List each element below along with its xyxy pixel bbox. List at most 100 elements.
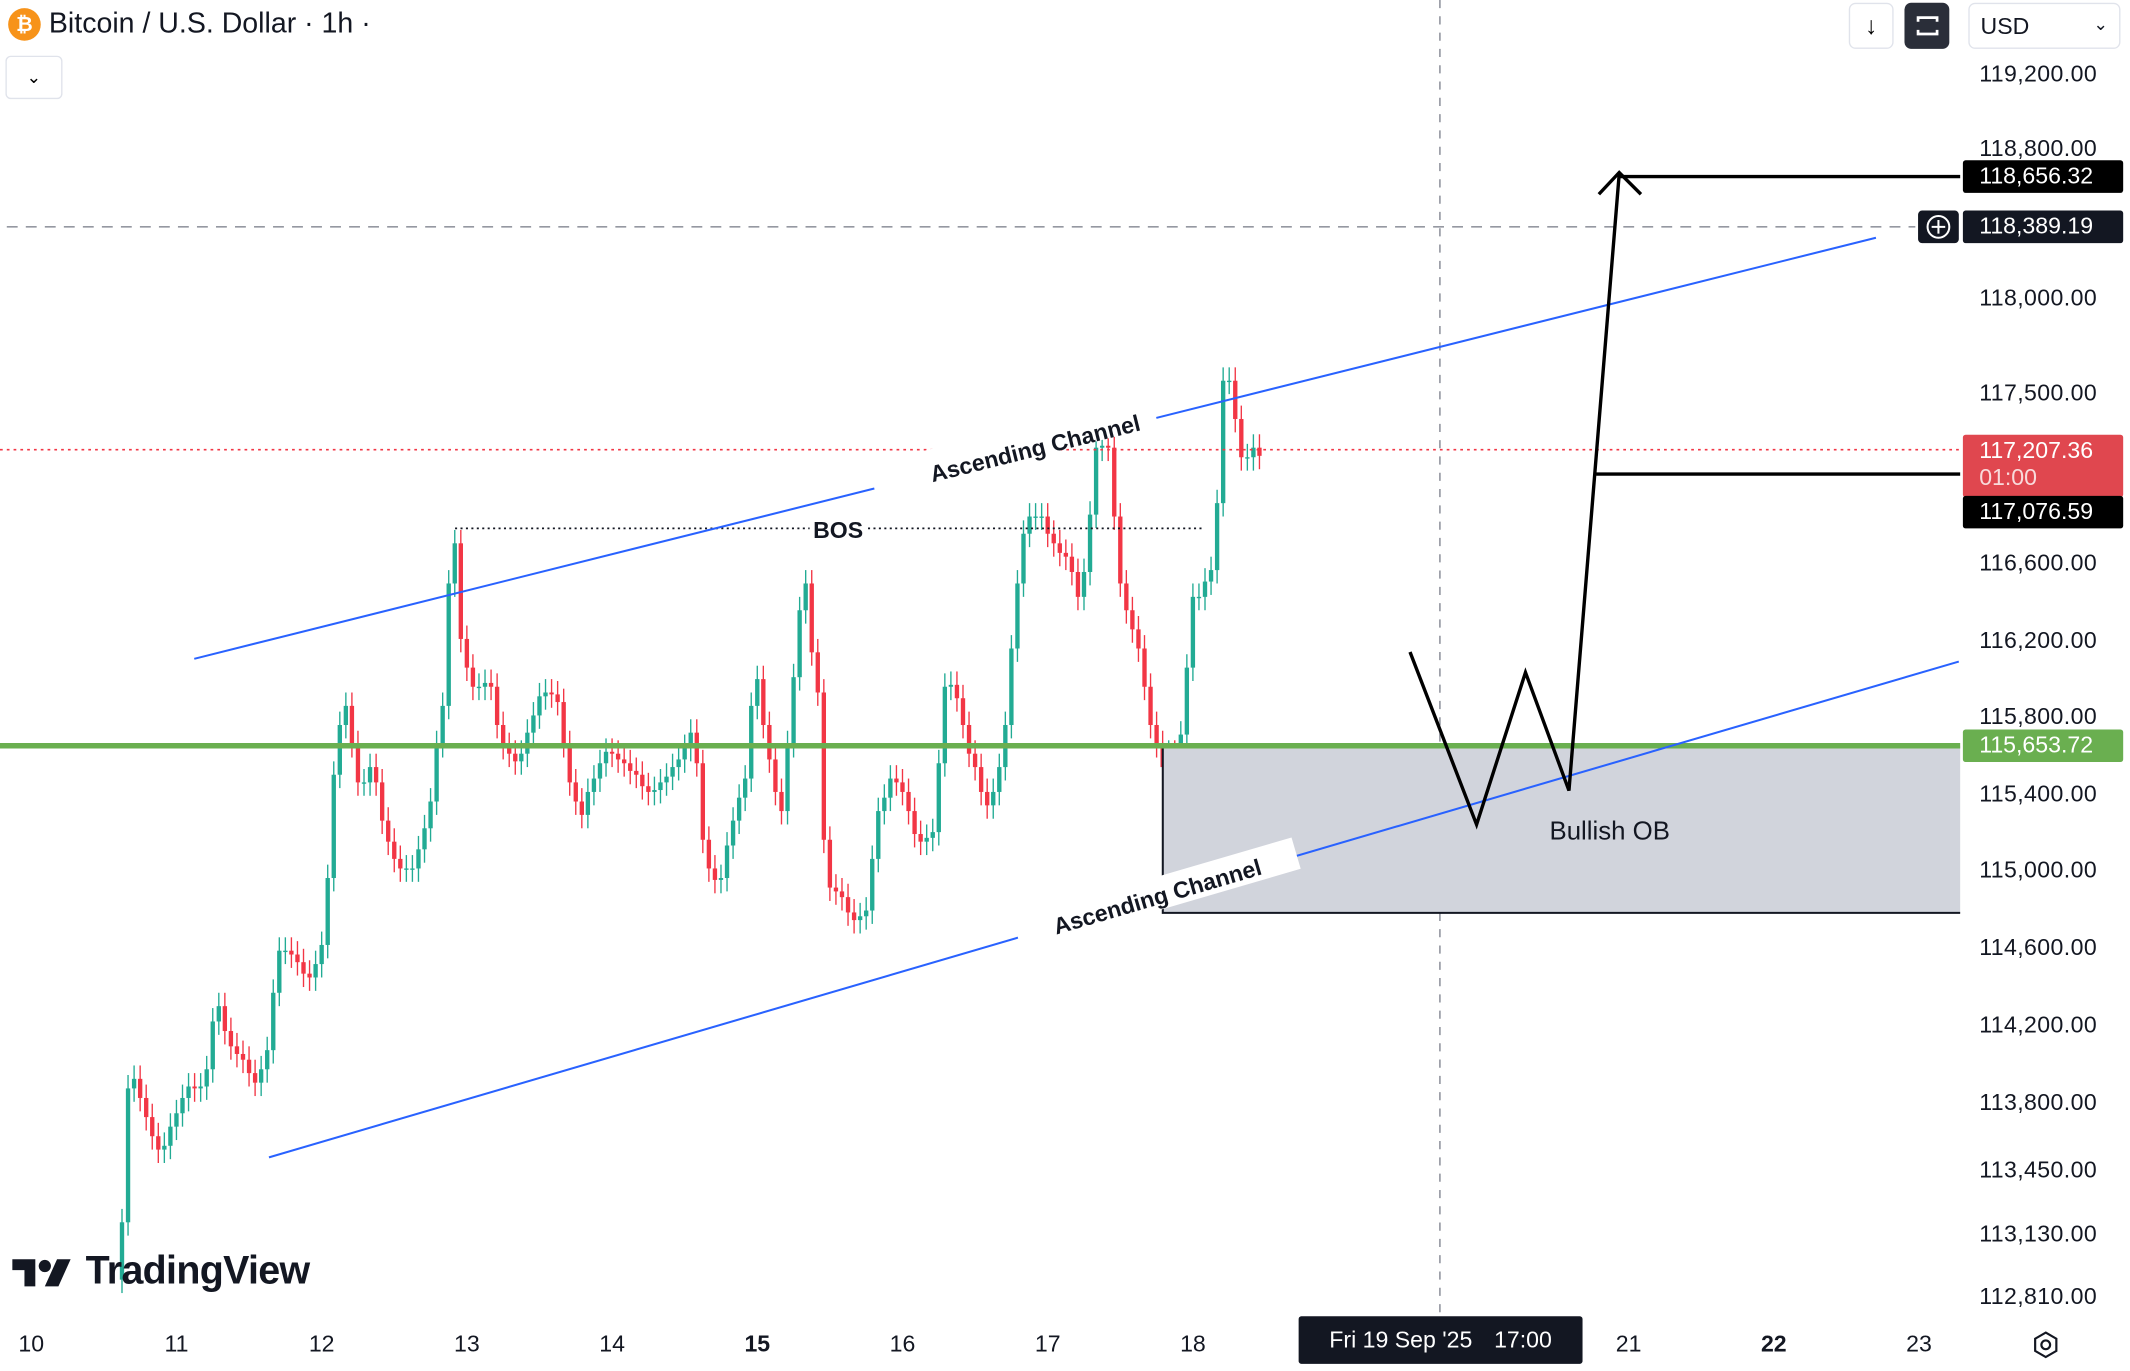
projection-path [1408,173,1621,830]
candle-body [410,868,415,870]
fullscreen-button[interactable] [1904,2,1950,49]
candle [821,679,827,854]
candle [125,1075,131,1236]
candle [452,529,457,597]
candle-body [119,1222,125,1280]
candle-body [821,692,827,840]
crosshair-time-label: Fri 19 Sep '25 17:00 [1298,1316,1583,1364]
candle-body [513,753,518,762]
symbol-header[interactable]: ₿ Bitcoin / U.S. Dollar · 1h · [8,8,371,41]
candle [119,1208,125,1294]
time-tick: 11 [164,1331,189,1358]
scroll-to-latest-button[interactable]: ↓ [1848,2,1894,49]
price-tick: 115,400.00 [1979,781,2098,807]
candle-body [561,702,566,745]
candle [379,768,385,835]
candle-body [1148,686,1153,726]
candle [1190,583,1196,682]
collapse-button[interactable]: ⌄ [5,55,63,100]
candle [186,1073,191,1112]
candle [773,746,778,806]
candle-body [1220,380,1226,504]
candle [162,1132,167,1163]
candle-body [603,751,609,764]
candle-body [585,791,591,815]
plus-circle-icon [1926,214,1951,239]
candle-body [452,543,457,584]
candle-body [1190,596,1196,668]
chevron-down-icon: ⌄ [2093,13,2109,34]
candle-body [609,751,615,754]
candle [670,753,675,791]
candle-body [198,1086,203,1089]
settings-button[interactable] [2029,1329,2062,1368]
candle-body [857,916,863,921]
candle-body [785,744,790,812]
candle-body [1184,667,1190,735]
candle [888,765,893,812]
candle-body [730,820,736,846]
candle [543,679,548,710]
candle-body [156,1136,161,1150]
candle [174,1099,179,1141]
candle [700,749,706,854]
candle [500,711,506,760]
candle-body [712,868,718,880]
candle [1142,635,1147,701]
candle-body [743,778,748,798]
candle-body [773,759,778,792]
candle [168,1113,173,1160]
currency-value: USD [1980,13,2030,40]
candle [1124,570,1129,624]
candle [978,753,984,806]
candle [730,807,736,859]
candle [277,937,282,1007]
candle-body [180,1097,185,1114]
candle-body [664,776,669,783]
candle-body [682,747,687,760]
candle [252,1059,258,1097]
candle-body [1027,516,1032,534]
arrow-down-icon: ↓ [1865,11,1878,39]
candle-body [845,897,851,913]
candle-body [373,767,379,783]
candle-body [658,782,663,791]
candle [240,1040,246,1074]
candle [301,948,306,988]
candle-body [337,725,342,775]
candle-body [531,715,536,733]
candle [664,763,669,796]
candle [265,1036,270,1083]
tradingview-logo[interactable]: TradingView [12,1250,310,1295]
candle [985,778,990,819]
price-tick: 113,800.00 [1979,1089,2098,1116]
candle-body [307,973,312,978]
candle-body [446,583,451,706]
candle-body [349,705,355,745]
candle [1184,654,1190,748]
candle-body [646,786,651,792]
bitcoin-icon: ₿ [8,8,41,41]
candle-body [924,837,929,842]
candle [960,684,966,739]
candle [1136,615,1141,662]
candle-body [851,912,857,921]
candle [373,753,379,796]
candle-body [652,790,657,792]
candle [924,824,929,856]
currency-select[interactable]: USD ⌄ [1968,2,2121,49]
candle-body [936,763,941,833]
candle [156,1122,161,1163]
candle-body [700,763,706,840]
candle [1075,558,1081,611]
add-alert-button[interactable] [1918,210,1959,244]
candle [537,682,542,729]
candle [422,814,427,863]
candle [1239,405,1244,471]
chevron-down-icon: ⌄ [26,66,42,87]
candle-body [222,1006,228,1032]
candle-body [1069,556,1075,572]
candle-body [519,753,524,762]
candle-body [234,1046,240,1054]
